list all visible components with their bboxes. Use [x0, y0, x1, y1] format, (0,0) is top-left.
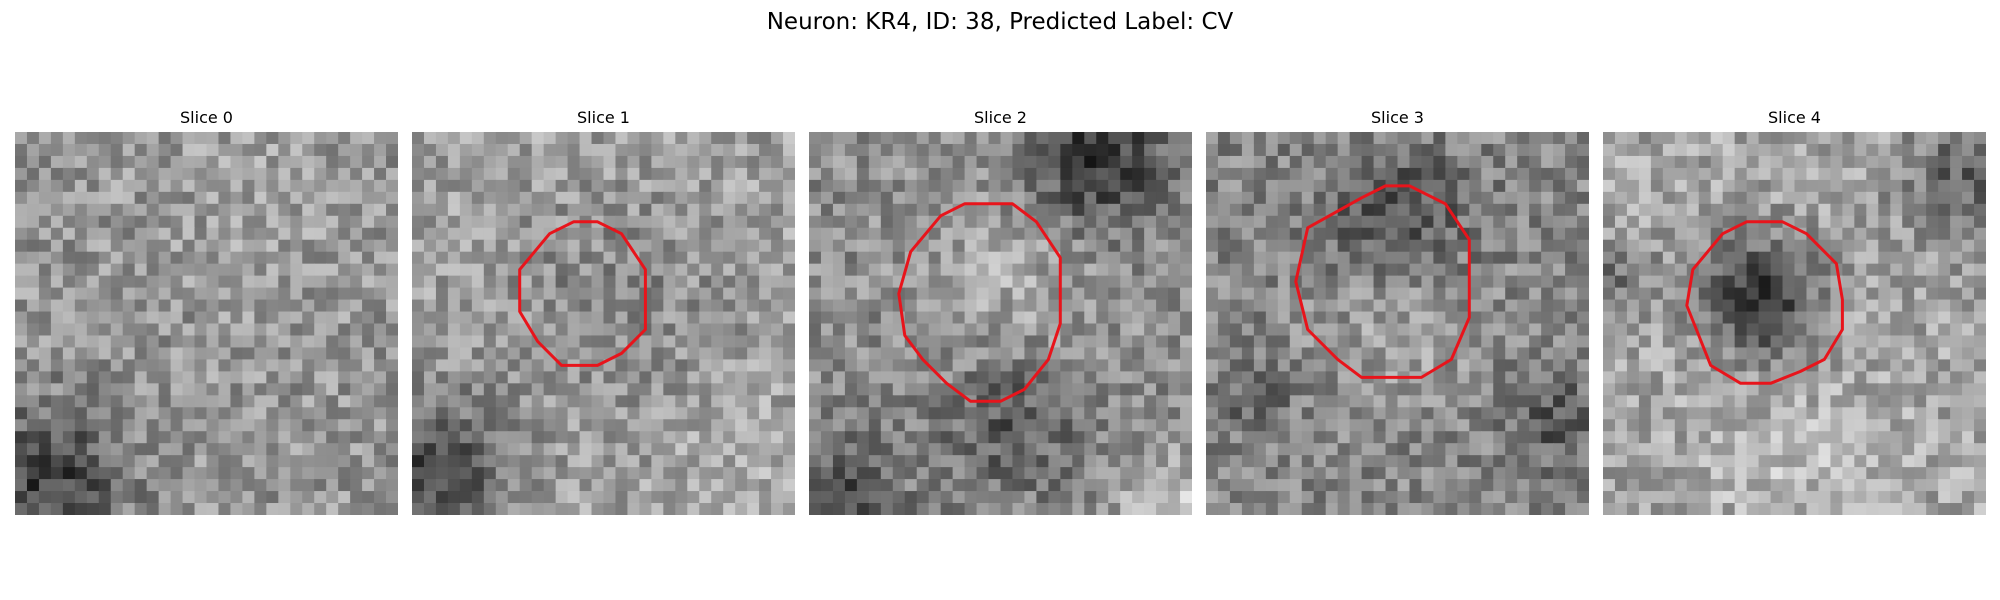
slice-panel-3: Slice 3 — [1206, 108, 1589, 515]
slice-image — [15, 132, 398, 515]
roi-contour — [1685, 220, 1844, 385]
slice-image — [1206, 132, 1589, 515]
slice-panel-2: Slice 2 — [809, 108, 1192, 515]
slice-panel-0: Slice 0 — [15, 108, 398, 515]
slice-title: Slice 4 — [1768, 108, 1821, 127]
slice-title: Slice 0 — [180, 108, 233, 127]
slice-image — [1603, 132, 1986, 515]
figure-title: Neuron: KR4, ID: 38, Predicted Label: CV — [766, 9, 1234, 35]
slice-title: Slice 3 — [1371, 108, 1424, 127]
roi-contour — [897, 202, 1062, 403]
slice-title: Slice 1 — [577, 108, 630, 127]
slice-image — [412, 132, 795, 515]
slice-title: Slice 2 — [974, 108, 1027, 127]
roi-contour — [1294, 184, 1471, 379]
slice-panel-4: Slice 4 — [1603, 108, 1986, 515]
roi-contour — [518, 220, 647, 367]
slice-image — [809, 132, 1192, 515]
slice-panel-1: Slice 1 — [412, 108, 795, 515]
